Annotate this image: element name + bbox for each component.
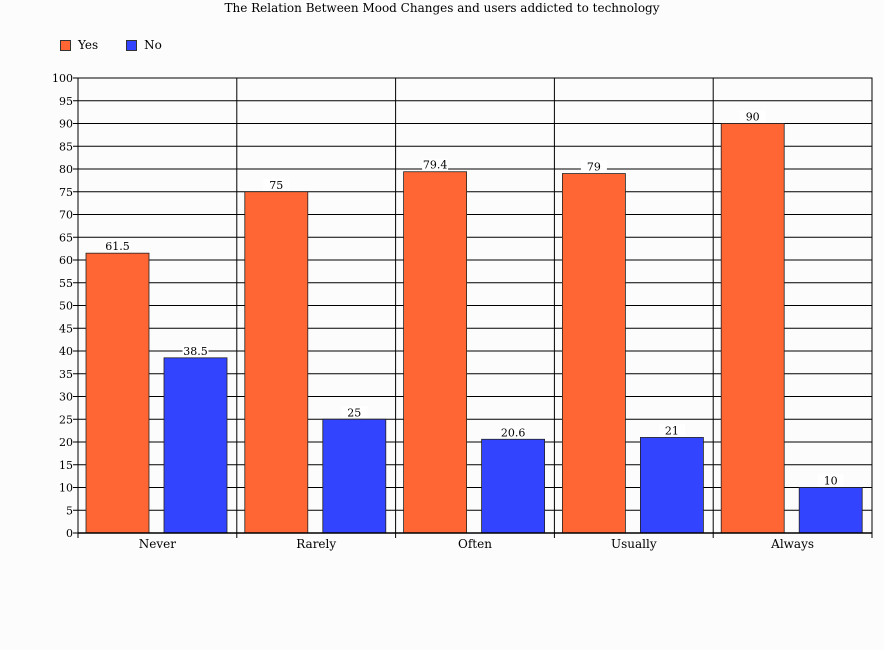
bar-yes-often (403, 171, 468, 534)
data-label: 79.4 (423, 159, 448, 172)
data-label-bg (263, 178, 290, 191)
chart-title: The Relation Between Mood Changes and us… (224, 1, 660, 15)
legend-item-yes: Yes (60, 38, 98, 52)
y-tick-label: 30 (59, 391, 73, 404)
data-label-bg (104, 240, 131, 253)
data-label: 61.5 (105, 240, 130, 253)
y-tick-label: 10 (59, 482, 73, 495)
y-tick-label: 65 (59, 231, 73, 244)
legend-label-yes: Yes (78, 38, 99, 52)
legend: Yes No (60, 38, 162, 52)
bar-no-often (481, 438, 546, 534)
x-tick-label: Always (770, 537, 814, 551)
x-tick-label: Usually (611, 537, 657, 551)
data-label-bg (817, 474, 844, 487)
data-label-bg (341, 406, 368, 419)
legend-item-no: No (126, 38, 162, 52)
data-label-bg (182, 344, 209, 357)
data-label: 25 (347, 406, 361, 419)
bar-yes-never (85, 252, 150, 534)
y-tick-label: 100 (52, 72, 73, 85)
y-tick-label: 85 (59, 140, 73, 153)
data-label: 38.5 (183, 345, 208, 358)
data-label: 79 (587, 161, 601, 174)
x-tick-label: Rarely (296, 537, 336, 551)
data-label: 20.6 (501, 426, 526, 439)
legend-swatch-no (126, 39, 138, 51)
bar-no-rarely (322, 418, 387, 534)
y-tick-label: 50 (59, 300, 73, 313)
bar-yes-usually (562, 173, 626, 534)
bar-no-usually (640, 437, 704, 534)
data-label-bg (739, 110, 766, 123)
x-tick-label: Never (139, 537, 176, 551)
data-label-bg (500, 426, 527, 439)
y-tick-label: 75 (59, 186, 73, 199)
data-label: 75 (269, 179, 283, 192)
bar-yes-always (720, 123, 785, 534)
bar-yes-rarely (244, 191, 309, 534)
data-label-bg (658, 424, 685, 437)
y-tick-label: 5 (66, 504, 73, 517)
y-tick-label: 45 (59, 322, 73, 335)
y-tick-label: 35 (59, 368, 73, 381)
y-tick-label: 80 (59, 163, 73, 176)
data-label-bg (580, 160, 607, 173)
y-tick-label: 40 (59, 345, 73, 358)
y-tick-label: 15 (59, 459, 73, 472)
y-tick-label: 55 (59, 277, 73, 290)
data-label: 21 (665, 424, 679, 437)
y-tick-label: 95 (59, 95, 73, 108)
y-tick-label: 60 (59, 254, 73, 267)
bar-no-never (163, 357, 228, 534)
y-tick-label: 20 (59, 436, 73, 449)
y-tick-label: 0 (66, 527, 73, 540)
data-label: 10 (824, 475, 838, 488)
x-tick-label: Often (458, 537, 492, 551)
y-tick-label: 90 (59, 118, 73, 131)
data-label: 90 (746, 111, 760, 124)
data-label-bg (422, 158, 449, 171)
y-tick-label: 25 (59, 413, 73, 426)
legend-swatch-yes (60, 39, 71, 51)
legend-label-no: No (144, 38, 162, 52)
y-tick-label: 70 (59, 209, 73, 222)
bar-no-always (798, 487, 863, 534)
